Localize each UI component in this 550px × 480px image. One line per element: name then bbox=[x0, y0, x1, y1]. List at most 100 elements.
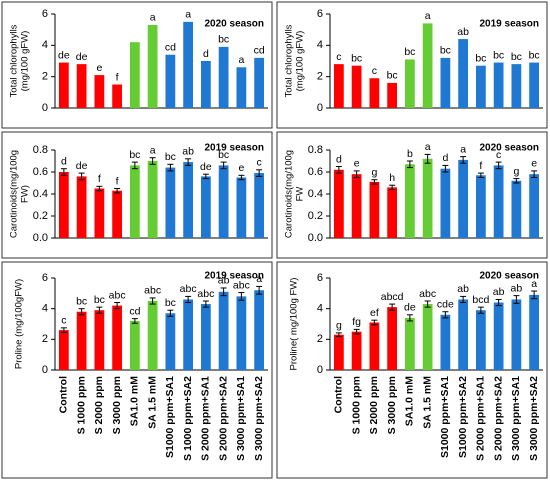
significance-letter: bc bbox=[165, 297, 176, 309]
bar bbox=[458, 39, 469, 108]
y-tick-label: 0 bbox=[317, 102, 323, 114]
bar bbox=[404, 59, 415, 108]
x-tick-label: S1000 ppm+SA2 bbox=[457, 376, 469, 458]
significance-letter: e bbox=[531, 158, 537, 170]
bar bbox=[422, 304, 433, 370]
significance-letter: de bbox=[76, 51, 88, 63]
panel-border bbox=[1, 261, 273, 479]
significance-letter: de bbox=[200, 161, 212, 173]
x-tick-label: S 2000 ppm+SA2 bbox=[217, 376, 229, 461]
y-axis-label: Proline (mg/100gFW) bbox=[14, 279, 25, 369]
y-tick-label: 0.8 bbox=[33, 144, 48, 156]
bar bbox=[333, 64, 344, 108]
y-axis-label: Total chlorophylls bbox=[284, 24, 295, 97]
y-tick-label: 2 bbox=[317, 333, 323, 345]
significance-letter: bc bbox=[94, 294, 105, 306]
significance-letter: cd bbox=[129, 305, 140, 317]
significance-letter: bc bbox=[387, 70, 398, 82]
bar bbox=[387, 82, 398, 108]
x-tick-label: S 2000 ppm bbox=[368, 376, 380, 434]
x-tick-label: S 2000 ppm bbox=[93, 376, 105, 434]
significance-letter: de bbox=[76, 160, 88, 172]
significance-letter: de bbox=[404, 302, 416, 314]
bar bbox=[422, 23, 433, 108]
bar bbox=[218, 291, 229, 370]
y-tick-label: 4 bbox=[317, 303, 323, 315]
bar bbox=[218, 165, 229, 238]
x-tick-label: Control bbox=[333, 376, 345, 413]
y-tick-label: 0 bbox=[42, 364, 48, 376]
panel-title: 2020 season bbox=[480, 143, 540, 154]
bar bbox=[254, 290, 265, 370]
bar bbox=[404, 317, 415, 370]
y-tick-label: 6 bbox=[42, 272, 48, 284]
significance-letter: abc bbox=[197, 288, 214, 300]
significance-letter: d bbox=[442, 152, 448, 164]
significance-letter: c bbox=[61, 315, 66, 327]
bar bbox=[94, 188, 105, 238]
bar bbox=[440, 314, 451, 370]
bar bbox=[351, 65, 362, 108]
x-tick-label: S 3000 ppm+SA1 bbox=[235, 376, 247, 461]
significance-letter: e bbox=[238, 162, 244, 174]
significance-letter: a bbox=[150, 12, 156, 24]
x-tick-label: S 1000 ppm+SA2 bbox=[182, 376, 194, 461]
significance-letter: g bbox=[371, 166, 377, 178]
significance-letter: ab bbox=[457, 26, 469, 38]
significance-letter: cde bbox=[437, 299, 454, 311]
panel-title: 2019 season bbox=[205, 143, 265, 154]
y-tick-label: 0.0 bbox=[308, 232, 323, 244]
x-tick-label: SA 1.5 mM bbox=[421, 376, 433, 429]
bar bbox=[333, 169, 344, 238]
bar bbox=[236, 177, 247, 238]
bar bbox=[129, 42, 140, 109]
panel-border bbox=[1, 131, 273, 259]
panel-title: 2019 season bbox=[205, 271, 265, 282]
bar bbox=[183, 162, 194, 238]
significance-letter: g bbox=[336, 320, 342, 332]
panel-border bbox=[276, 1, 548, 129]
significance-letter: bc bbox=[218, 149, 229, 161]
x-tick-label: S 3000 ppm bbox=[386, 376, 398, 434]
significance-letter: fg bbox=[352, 316, 361, 328]
significance-letter: f bbox=[116, 175, 119, 187]
significance-letter: a bbox=[531, 278, 537, 290]
bar bbox=[529, 294, 540, 370]
y-tick-label: 0.6 bbox=[308, 166, 323, 178]
y-tick-label: 4 bbox=[42, 303, 48, 315]
x-tick-label: SA 1.5 mM bbox=[146, 376, 158, 429]
bar bbox=[165, 167, 176, 238]
x-tick-label: S 2000 ppm+SA2 bbox=[492, 376, 504, 461]
panel-title: 2020 season bbox=[480, 271, 540, 282]
x-tick-label: SA1.0 mM bbox=[404, 376, 416, 426]
bar bbox=[422, 158, 433, 238]
significance-letter: bc bbox=[76, 295, 87, 307]
bar bbox=[475, 175, 486, 238]
y-tick-label: 0.4 bbox=[308, 188, 323, 200]
panel-title: 2019 season bbox=[480, 19, 540, 30]
x-tick-label: S 3000 ppm bbox=[111, 376, 123, 434]
x-tick-label: S 3000 ppm+SA1 bbox=[510, 376, 522, 461]
panel-border bbox=[276, 261, 548, 479]
bar bbox=[387, 307, 398, 370]
significance-letter: b bbox=[407, 148, 413, 160]
significance-letter: a bbox=[425, 10, 431, 22]
bar bbox=[351, 174, 362, 238]
significance-letter: bc bbox=[440, 45, 451, 57]
y-axis-label: Total chlorophylls bbox=[9, 24, 20, 97]
significance-letter: ef bbox=[370, 307, 379, 319]
bar bbox=[236, 296, 247, 370]
significance-letter: d bbox=[203, 48, 209, 60]
bar bbox=[236, 67, 247, 108]
significance-letter: cd bbox=[254, 45, 265, 57]
significance-letter: cd bbox=[165, 42, 176, 54]
bar bbox=[200, 61, 211, 108]
bar bbox=[165, 54, 176, 108]
significance-letter: a bbox=[185, 9, 191, 21]
bar bbox=[183, 299, 194, 370]
significance-letter: abc bbox=[109, 289, 126, 301]
bar bbox=[254, 173, 265, 238]
x-tick-label: S 3000 ppm+SA2 bbox=[253, 376, 265, 461]
y-tick-label: 4 bbox=[317, 39, 323, 51]
